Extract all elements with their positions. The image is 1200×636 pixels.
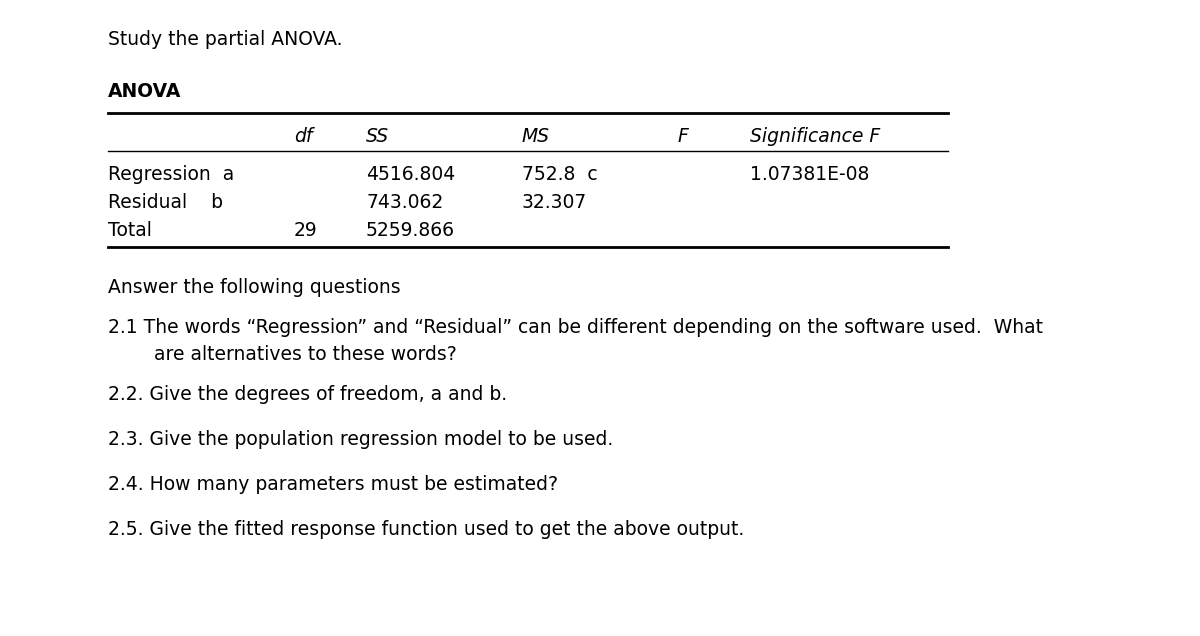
Text: 5259.866: 5259.866	[366, 221, 455, 240]
Text: 2.1 The words “Regression” and “Residual” can be different depending on the soft: 2.1 The words “Regression” and “Residual…	[108, 318, 1043, 337]
Text: SS: SS	[366, 127, 389, 146]
Text: Significance F: Significance F	[750, 127, 880, 146]
Text: are alternatives to these words?: are alternatives to these words?	[154, 345, 456, 364]
Text: Answer the following questions: Answer the following questions	[108, 278, 401, 297]
Text: ANOVA: ANOVA	[108, 82, 181, 101]
Text: 2.5. Give the fitted response function used to get the above output.: 2.5. Give the fitted response function u…	[108, 520, 744, 539]
Text: 2.4. How many parameters must be estimated?: 2.4. How many parameters must be estimat…	[108, 475, 558, 494]
Text: df: df	[294, 127, 312, 146]
Text: 743.062: 743.062	[366, 193, 443, 212]
Text: Residual    b: Residual b	[108, 193, 223, 212]
Text: Regression  a: Regression a	[108, 165, 234, 184]
Text: Total: Total	[108, 221, 152, 240]
Text: 752.8  c: 752.8 c	[522, 165, 598, 184]
Text: F: F	[678, 127, 689, 146]
Text: 29: 29	[294, 221, 318, 240]
Text: 32.307: 32.307	[522, 193, 587, 212]
Text: 1.07381E-08: 1.07381E-08	[750, 165, 869, 184]
Text: 2.3. Give the population regression model to be used.: 2.3. Give the population regression mode…	[108, 430, 613, 449]
Text: Study the partial ANOVA.: Study the partial ANOVA.	[108, 30, 342, 49]
Text: MS: MS	[522, 127, 550, 146]
Text: 4516.804: 4516.804	[366, 165, 455, 184]
Text: 2.2. Give the degrees of freedom, a and b.: 2.2. Give the degrees of freedom, a and …	[108, 385, 508, 404]
